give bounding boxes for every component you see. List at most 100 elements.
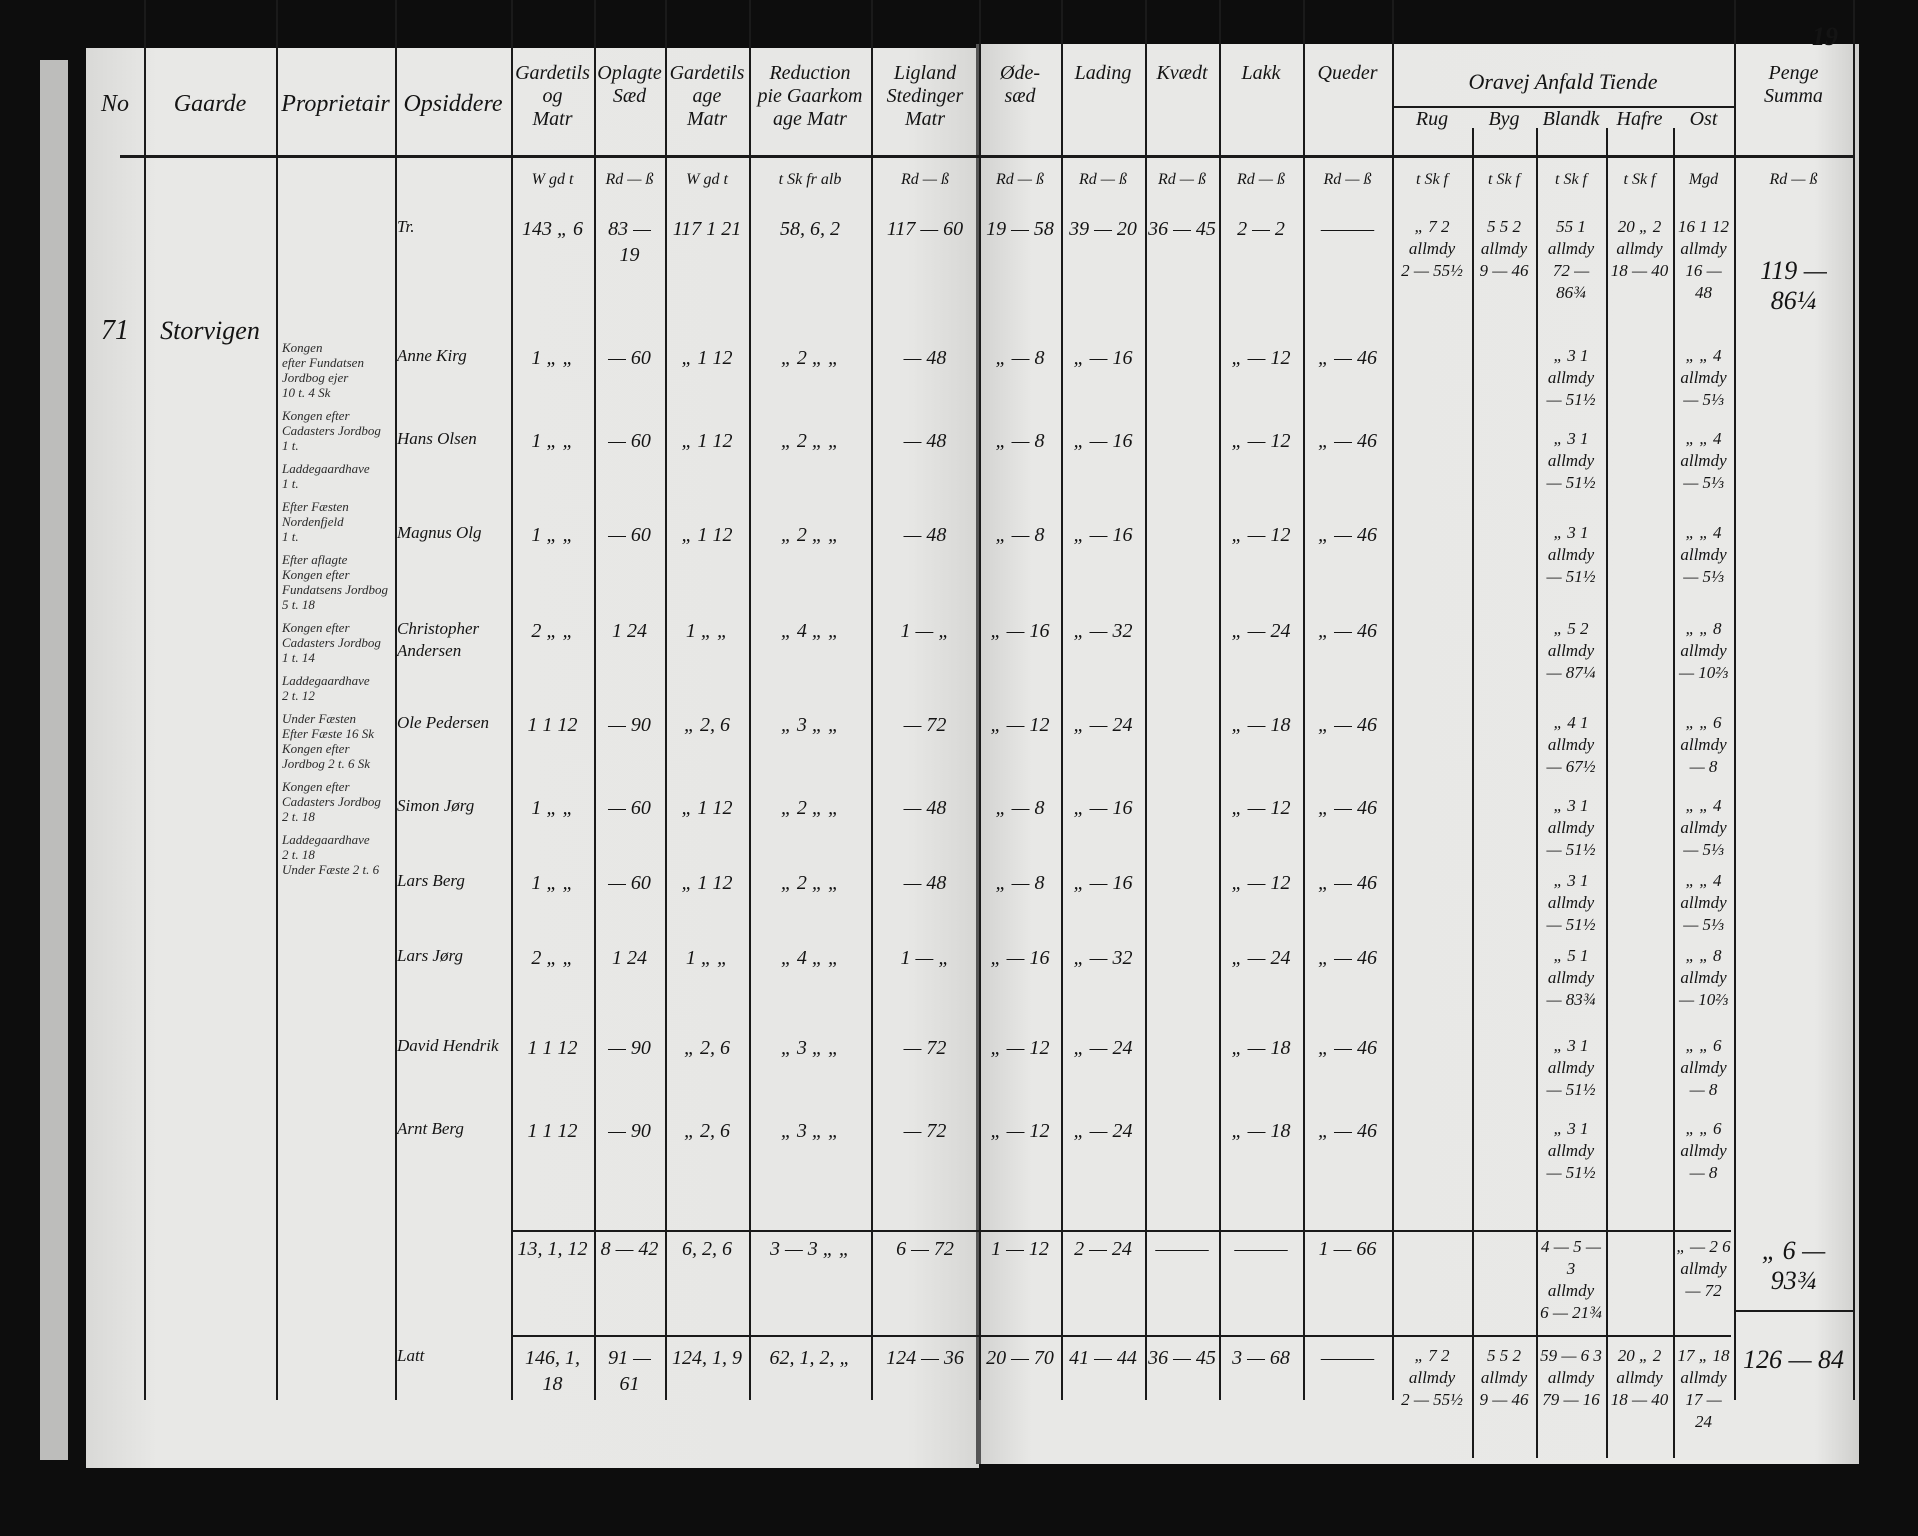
subtotal-row-a: 13, 1, 12 bbox=[517, 1238, 588, 1260]
unit-h: Rd — ß bbox=[1158, 171, 1206, 188]
carry-row-b: 83 — 19 bbox=[608, 218, 651, 266]
column-divider bbox=[395, 0, 397, 1400]
subtotal-row-g: 2 — 24 bbox=[1074, 1238, 1132, 1260]
carry-row-g: 39 — 20 bbox=[1069, 218, 1137, 240]
table-row-c: „ 2, 6 bbox=[683, 1120, 731, 1142]
carry-row-f: 19 — 58 bbox=[986, 218, 1054, 240]
subtotal-row-d: 3 — 3 „ „ bbox=[769, 1238, 851, 1260]
table-row-c: 1 „ „ bbox=[685, 620, 729, 642]
table-row-b: 1 24 bbox=[612, 620, 647, 642]
column-divider bbox=[1145, 0, 1147, 1400]
total-rule bbox=[511, 1335, 1731, 1337]
header-grain-group: Oravej Anfald Tiende bbox=[1468, 69, 1658, 94]
unit-penge: Rd — ß bbox=[1769, 171, 1818, 188]
table-row-d: „ 2 „ „ bbox=[780, 347, 840, 369]
table-row-c: „ 1 12 bbox=[681, 524, 733, 546]
total-row-f: 20 — 70 bbox=[986, 1347, 1054, 1369]
table-row-e: — 48 bbox=[903, 430, 947, 452]
table-row-f: „ — 16 bbox=[990, 947, 1050, 969]
carry-row-opsid: Tr. bbox=[397, 217, 415, 236]
column-divider bbox=[594, 0, 596, 1400]
table-row-c: „ 1 12 bbox=[681, 430, 733, 452]
total-row-havre: 20 „ 2 allmdy 18 — 40 bbox=[1610, 1346, 1669, 1409]
table-row-ost: „ „ 6 allmdy — 8 bbox=[1680, 713, 1727, 776]
table-row-i: „ — 18 bbox=[1231, 1120, 1291, 1142]
table-row-d: „ 4 „ „ bbox=[780, 620, 840, 642]
table-row-b: — 90 bbox=[608, 714, 651, 736]
unit-b: Rd — ß bbox=[605, 171, 654, 188]
column-divider bbox=[1606, 128, 1608, 1458]
table-row-j: „ — 46 bbox=[1318, 714, 1377, 736]
column-divider bbox=[1303, 0, 1305, 1400]
table-row-a: 1 1 12 bbox=[527, 1120, 578, 1142]
subtotal-row-ost: „ — 2 6 allmdy — 72 bbox=[1676, 1237, 1731, 1300]
table-row-opsid: Christopher Andersen bbox=[397, 619, 480, 660]
table-row-opsid: Arnt Berg bbox=[397, 1119, 464, 1138]
table-row-j: „ — 46 bbox=[1318, 1120, 1377, 1142]
subtotal-row-j: 1 — 66 bbox=[1318, 1238, 1377, 1260]
carry-row-j: ——— bbox=[1320, 218, 1375, 240]
carry-row-a: 143 „ 6 bbox=[521, 218, 584, 240]
proprietor-note: Kongen efter Cadasters Jordbog 1 t. 14 bbox=[282, 620, 381, 665]
table-row-e: — 48 bbox=[903, 797, 947, 819]
header-d: Reduction pie Gaarkom age Matr bbox=[757, 62, 863, 130]
entry-number: 71 bbox=[101, 315, 129, 346]
table-row-bland: „ 3 1 allmdy — 51½ bbox=[1546, 871, 1596, 934]
table-row-g: „ — 24 bbox=[1073, 1120, 1133, 1142]
table-row-f: „ — 16 bbox=[990, 620, 1050, 642]
subtotal-rule bbox=[511, 1230, 1731, 1232]
farm-name: Storvigen bbox=[160, 316, 260, 345]
carry-row-bland: 55 1 allmdy 72 — 86¾ bbox=[1547, 217, 1595, 302]
header-penge: Penge Summa bbox=[1764, 62, 1823, 107]
column-divider bbox=[1536, 128, 1538, 1458]
table-row-i: „ — 12 bbox=[1231, 797, 1291, 819]
table-row-bland: „ 5 2 allmdy — 87¼ bbox=[1546, 619, 1596, 682]
unit-e: Rd — ß bbox=[901, 171, 949, 188]
total-row-j: ——— bbox=[1320, 1347, 1375, 1369]
header-i: Lakk bbox=[1241, 62, 1281, 84]
unit-j: Rd — ß bbox=[1323, 171, 1372, 188]
subtotal-row-h: ——— bbox=[1155, 1238, 1209, 1260]
table-row-bland: „ 3 1 allmdy — 51½ bbox=[1546, 523, 1596, 586]
unit-c: W gd t bbox=[686, 171, 728, 188]
table-row-c: „ 2, 6 bbox=[683, 714, 731, 736]
table-row-c: „ 1 12 bbox=[681, 797, 733, 819]
table-row-j: „ — 46 bbox=[1318, 1037, 1377, 1059]
table-row-bland: „ 3 1 allmdy — 51½ bbox=[1546, 429, 1596, 492]
page-edge bbox=[40, 60, 68, 1460]
total-row-rug: „ 7 2 allmdy 2 — 55½ bbox=[1401, 1346, 1463, 1409]
table-row-i: „ — 18 bbox=[1231, 1037, 1291, 1059]
table-row-e: — 72 bbox=[903, 714, 947, 736]
header-havre: Hafre bbox=[1616, 108, 1663, 130]
subtotal-row-f: 1 — 12 bbox=[991, 1238, 1049, 1260]
table-row-g: „ — 24 bbox=[1073, 1037, 1133, 1059]
table-row-bland: „ 3 1 allmdy — 51½ bbox=[1546, 1119, 1596, 1182]
total-row-penge: 126 — 84 bbox=[1742, 1345, 1845, 1374]
total-row-d: 62, 1, 2, „ bbox=[769, 1347, 851, 1369]
table-row-a: 1 1 12 bbox=[527, 1037, 578, 1059]
proprietor-note: Kongen efter Cadasters Jordbog 2 t. 18 bbox=[282, 779, 381, 824]
table-row-i: „ — 12 bbox=[1231, 430, 1291, 452]
table-row-c: 1 „ „ bbox=[685, 947, 729, 969]
subtotal-row-c: 6, 2, 6 bbox=[682, 1238, 732, 1260]
table-row-i: „ — 24 bbox=[1231, 947, 1291, 969]
column-divider bbox=[144, 0, 146, 1400]
grain-group-rule bbox=[1392, 106, 1734, 108]
table-row-ost: „ „ 4 allmdy — 5⅓ bbox=[1680, 346, 1727, 409]
subtotal-row-penge: „ 6 — 93¾ bbox=[1761, 1236, 1826, 1295]
column-divider bbox=[1061, 0, 1063, 1400]
table-row-e: — 48 bbox=[903, 524, 947, 546]
header-prop: Proprietair bbox=[281, 91, 390, 117]
column-divider bbox=[1673, 128, 1675, 1458]
header-h: Kvædt bbox=[1156, 62, 1208, 84]
table-row-f: „ — 8 bbox=[995, 797, 1045, 819]
subtotal-row-e: 6 — 72 bbox=[896, 1238, 954, 1260]
table-row-b: — 60 bbox=[608, 347, 651, 369]
table-row-g: „ — 16 bbox=[1073, 797, 1133, 819]
table-row-j: „ — 46 bbox=[1318, 620, 1377, 642]
table-row-ost: „ „ 6 allmdy — 8 bbox=[1680, 1036, 1727, 1099]
table-row-b: — 90 bbox=[608, 1037, 651, 1059]
table-row-b: — 90 bbox=[608, 1120, 651, 1142]
table-row-d: „ 2 „ „ bbox=[780, 797, 840, 819]
carry-row-h: 36 — 45 bbox=[1148, 218, 1216, 240]
